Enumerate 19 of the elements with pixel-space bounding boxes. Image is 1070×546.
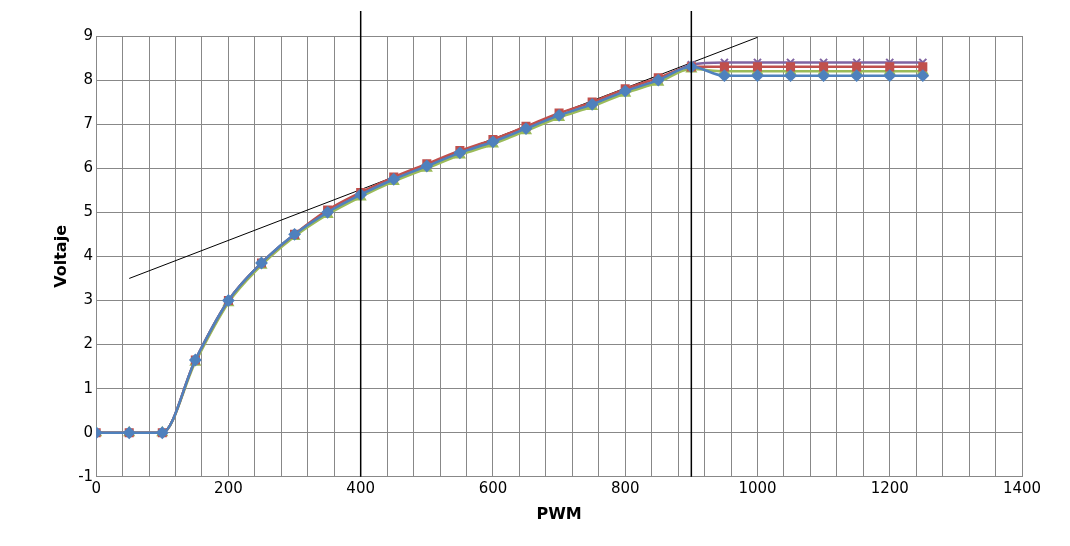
y-tick-label: 5 bbox=[83, 202, 94, 221]
x-tick-label: 1200 bbox=[870, 478, 909, 497]
x-axis-title: PWM bbox=[536, 503, 582, 523]
y-tick-label: 1 bbox=[83, 378, 94, 397]
y-tick-label: 6 bbox=[83, 158, 94, 177]
y-tick-label: 7 bbox=[83, 114, 94, 133]
y-tick-label: 3 bbox=[83, 290, 94, 309]
y-tick-label: 4 bbox=[83, 246, 94, 265]
x-tick-label: 400 bbox=[346, 478, 375, 497]
x-tick-label: 200 bbox=[214, 478, 243, 497]
y-tick-label: 0 bbox=[83, 422, 94, 441]
x-tick-label: 800 bbox=[610, 478, 640, 497]
y-tick-label: 2 bbox=[83, 334, 94, 353]
y-tick-label: 9 bbox=[83, 25, 94, 44]
y-tick-label: 8 bbox=[83, 69, 94, 88]
x-tick-label: 1400 bbox=[1002, 478, 1042, 497]
y-axis-title: Voltaje bbox=[50, 224, 70, 288]
x-tick-label: 600 bbox=[478, 478, 508, 497]
x-tick-label: 1000 bbox=[738, 478, 777, 497]
